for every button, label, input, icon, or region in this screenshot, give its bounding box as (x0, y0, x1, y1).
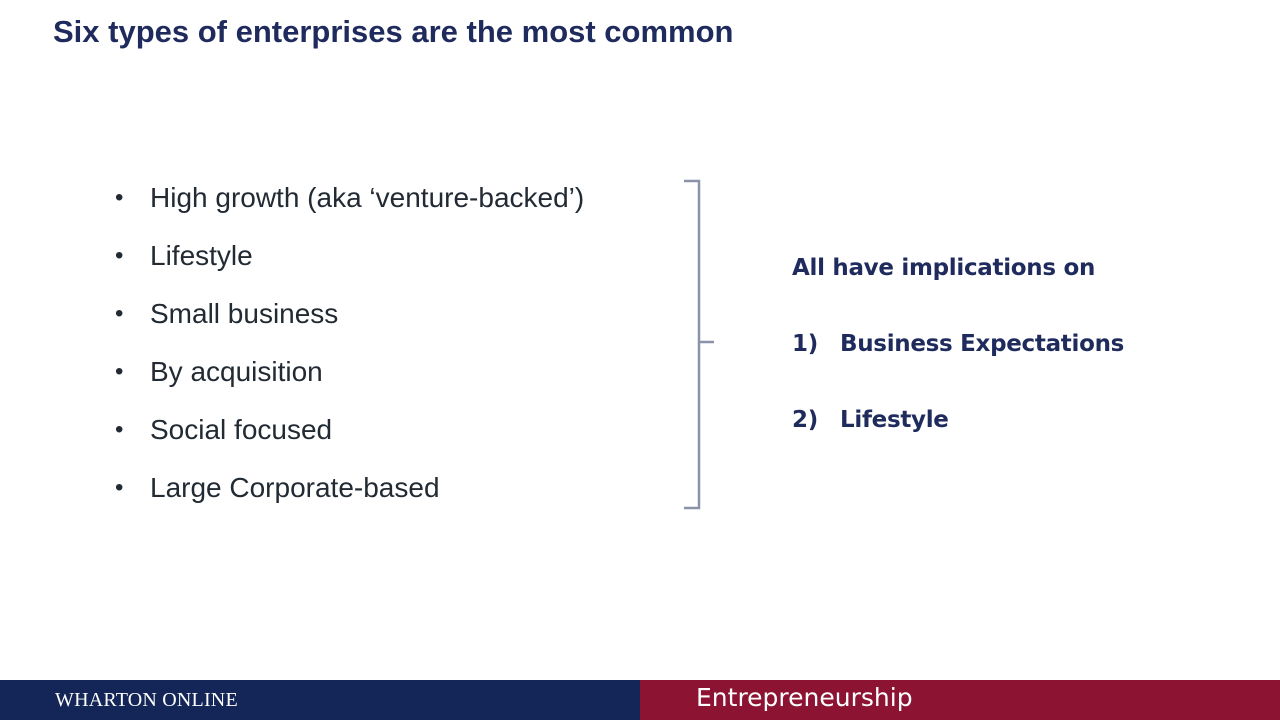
implication-item: 1) Business Expectations (792, 326, 1124, 362)
footer-brand-bar: WHARTON ONLINE (0, 680, 640, 720)
implications-box: All have implications on 1) Business Exp… (792, 250, 1124, 438)
implications-heading: All have implications on (792, 255, 1096, 281)
bullet-icon: • (115, 416, 124, 443)
implication-number: 2) (792, 407, 818, 433)
enterprise-types-list: • High growth (aka ‘venture-backed’) • L… (115, 169, 584, 517)
implication-number: 1) (792, 331, 818, 357)
list-item-label: By acquisition (150, 356, 323, 387)
right-brace-icon (684, 179, 714, 510)
list-item: • Large Corporate-based (115, 459, 584, 517)
implication-label: Business Expectations (840, 331, 1125, 357)
implication-label: Lifestyle (840, 407, 949, 433)
bullet-icon: • (115, 300, 124, 327)
footer-brand-label: WHARTON ONLINE (55, 689, 238, 711)
list-item: • By acquisition (115, 343, 584, 401)
footer-course-bar: Entrepreneurship (640, 680, 1280, 720)
list-item: • Lifestyle (115, 227, 584, 285)
list-item-label: High growth (aka ‘venture-backed’) (150, 182, 585, 213)
footer-course-label: Entrepreneurship (696, 683, 913, 712)
list-item: • Small business (115, 285, 584, 343)
bullet-icon: • (115, 474, 124, 501)
bullet-icon: • (115, 242, 124, 269)
list-item: • Social focused (115, 401, 584, 459)
list-item-label: Large Corporate-based (150, 472, 440, 503)
list-item-label: Lifestyle (150, 240, 253, 271)
list-item-label: Social focused (150, 414, 333, 445)
bullet-icon: • (115, 184, 124, 211)
bullet-icon: • (115, 358, 124, 385)
list-item: • High growth (aka ‘venture-backed’) (115, 169, 584, 227)
list-item-label: Small business (150, 298, 339, 329)
slide-title: Six types of enterprises are the most co… (53, 14, 734, 49)
implication-item: 2) Lifestyle (792, 402, 1124, 438)
